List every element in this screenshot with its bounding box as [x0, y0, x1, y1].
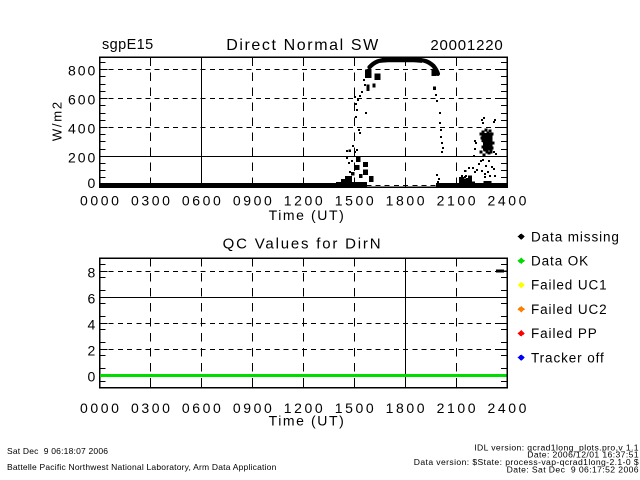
- svg-text:QC Values for DirN: QC Values for DirN: [223, 236, 383, 253]
- svg-text:0: 0: [88, 175, 98, 191]
- svg-text:20001220: 20001220: [430, 37, 503, 54]
- svg-text:0300: 0300: [131, 192, 173, 208]
- svg-text:Time (UT): Time (UT): [269, 207, 346, 223]
- svg-text:0: 0: [88, 369, 96, 385]
- svg-text:4: 4: [88, 317, 96, 333]
- svg-text:Data version: $State: process-: Data version: $State: process-vap-qcrad1…: [414, 457, 639, 467]
- svg-text:0600: 0600: [182, 192, 224, 208]
- svg-text:800: 800: [68, 63, 97, 79]
- svg-text:6: 6: [88, 291, 96, 307]
- svg-text:1500: 1500: [335, 192, 377, 208]
- svg-text:2400: 2400: [488, 192, 530, 208]
- svg-text:Failed UC2: Failed UC2: [531, 302, 608, 317]
- svg-text:Data missing: Data missing: [531, 229, 620, 244]
- svg-text:0000: 0000: [80, 192, 122, 208]
- svg-text:Direct Normal SW: Direct Normal SW: [226, 37, 380, 54]
- svg-text:Failed PP: Failed PP: [531, 326, 598, 341]
- svg-text:IDL version: qcrad1long_plots.: IDL version: qcrad1long_plots.pro,v 1.1: [474, 443, 639, 453]
- svg-text:0300: 0300: [131, 400, 173, 416]
- svg-text:Data OK: Data OK: [531, 254, 589, 269]
- svg-text:0900: 0900: [233, 192, 275, 208]
- svg-text:1500: 1500: [335, 400, 377, 416]
- svg-text:200: 200: [68, 149, 97, 165]
- svg-text:600: 600: [68, 92, 97, 108]
- svg-text:Sat Dec 9 06:18:07 2006: Sat Dec 9 06:18:07 2006: [7, 446, 108, 456]
- svg-text:0900: 0900: [233, 400, 275, 416]
- svg-text:1800: 1800: [386, 400, 428, 416]
- svg-text:400: 400: [68, 120, 97, 136]
- svg-text:Battelle Pacific Northwest Nat: Battelle Pacific Northwest National Labo…: [7, 462, 277, 472]
- svg-text:Failed UC1: Failed UC1: [531, 278, 608, 293]
- svg-text:Time (UT): Time (UT): [269, 413, 346, 429]
- svg-text:Tracker off: Tracker off: [531, 350, 605, 365]
- svg-text:2100: 2100: [437, 192, 479, 208]
- svg-text:1800: 1800: [386, 192, 428, 208]
- svg-text:1200: 1200: [284, 192, 326, 208]
- svg-text:Date: Sat Dec 9 06:17:52 2006: Date: Sat Dec 9 06:17:52 2006: [507, 465, 639, 475]
- svg-text:sgpE15: sgpE15: [102, 37, 154, 53]
- svg-text:0000: 0000: [80, 400, 122, 416]
- svg-text:1200: 1200: [284, 400, 326, 416]
- svg-text:2400: 2400: [488, 400, 530, 416]
- svg-text:0600: 0600: [182, 400, 224, 416]
- svg-text:2100: 2100: [437, 400, 479, 416]
- svg-text:Date: 2006/12/01 16:37:51: Date: 2006/12/01 16:37:51: [527, 450, 639, 460]
- svg-text:2: 2: [88, 343, 96, 359]
- svg-text:W/m2: W/m2: [49, 100, 64, 141]
- svg-text:8: 8: [88, 265, 96, 281]
